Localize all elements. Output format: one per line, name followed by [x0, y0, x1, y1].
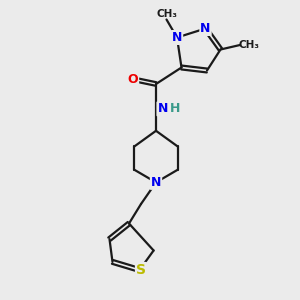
- Text: N: N: [200, 22, 211, 35]
- Text: N: N: [158, 102, 168, 116]
- Text: H: H: [170, 102, 181, 116]
- Text: CH₃: CH₃: [156, 9, 177, 20]
- Text: N: N: [151, 176, 161, 189]
- Text: O: O: [128, 73, 138, 86]
- Text: N: N: [172, 31, 182, 44]
- Text: S: S: [136, 263, 146, 277]
- Text: CH₃: CH₃: [238, 40, 260, 50]
